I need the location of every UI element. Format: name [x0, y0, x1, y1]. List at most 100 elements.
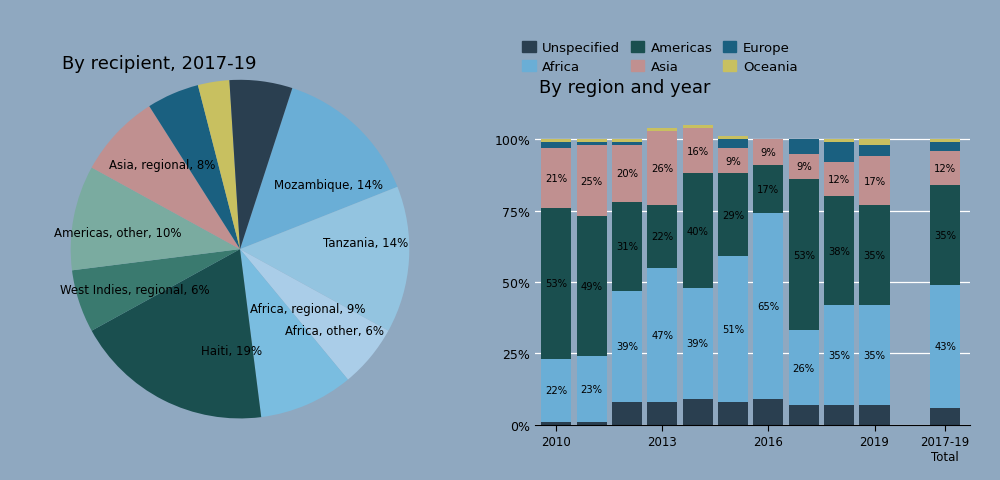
Bar: [541, 140, 571, 143]
Text: 12%: 12%: [934, 163, 956, 173]
Bar: [683, 399, 713, 425]
Bar: [753, 166, 783, 214]
Bar: [930, 140, 960, 143]
Bar: [612, 402, 642, 425]
Bar: [824, 405, 854, 425]
Bar: [930, 185, 960, 285]
Text: 35%: 35%: [864, 250, 886, 260]
Text: 38%: 38%: [828, 246, 850, 256]
Text: 9%: 9%: [761, 148, 776, 158]
Text: 35%: 35%: [934, 230, 956, 240]
Bar: [824, 163, 854, 197]
Bar: [789, 140, 819, 154]
Text: 39%: 39%: [616, 341, 638, 351]
Bar: [683, 129, 713, 174]
Text: 35%: 35%: [864, 350, 886, 360]
Text: 25%: 25%: [581, 176, 603, 186]
Text: 31%: 31%: [616, 242, 638, 252]
Text: 39%: 39%: [687, 338, 709, 348]
Bar: [859, 305, 890, 405]
Bar: [612, 203, 642, 291]
Bar: [824, 140, 854, 143]
Text: 16%: 16%: [687, 146, 709, 156]
Text: 22%: 22%: [545, 385, 567, 396]
Wedge shape: [240, 187, 409, 331]
Wedge shape: [72, 250, 240, 331]
Bar: [859, 205, 890, 305]
Wedge shape: [92, 107, 240, 250]
Text: Mozambique, 14%: Mozambique, 14%: [274, 179, 383, 192]
Text: 26%: 26%: [793, 363, 815, 373]
Text: 21%: 21%: [545, 173, 567, 183]
Text: 35%: 35%: [828, 350, 850, 360]
Bar: [541, 143, 571, 148]
Text: 23%: 23%: [581, 384, 603, 394]
Bar: [859, 157, 890, 205]
Bar: [718, 148, 748, 174]
Bar: [577, 217, 607, 357]
Bar: [612, 143, 642, 145]
Bar: [789, 405, 819, 425]
Bar: [541, 208, 571, 360]
Bar: [718, 257, 748, 402]
Text: 47%: 47%: [651, 330, 673, 340]
Wedge shape: [71, 168, 240, 271]
Bar: [541, 148, 571, 208]
Text: 51%: 51%: [722, 324, 744, 335]
Bar: [718, 137, 748, 140]
Text: 12%: 12%: [828, 175, 850, 185]
Bar: [577, 357, 607, 422]
Text: 43%: 43%: [934, 341, 956, 351]
Bar: [718, 174, 748, 257]
Wedge shape: [229, 81, 292, 250]
Text: 9%: 9%: [725, 156, 741, 166]
Bar: [612, 140, 642, 143]
Bar: [753, 140, 783, 166]
Wedge shape: [198, 81, 240, 250]
Bar: [647, 268, 677, 402]
Bar: [859, 145, 890, 157]
Text: 9%: 9%: [796, 162, 812, 172]
Bar: [647, 402, 677, 425]
Text: Africa, other, 6%: Africa, other, 6%: [285, 324, 384, 337]
Text: Americas, other, 10%: Americas, other, 10%: [54, 226, 182, 239]
Bar: [930, 143, 960, 151]
Wedge shape: [240, 89, 397, 250]
Bar: [789, 154, 819, 180]
Bar: [612, 145, 642, 203]
Bar: [930, 151, 960, 185]
Text: Tanzania, 14%: Tanzania, 14%: [323, 236, 408, 249]
Bar: [824, 305, 854, 405]
Wedge shape: [92, 250, 261, 419]
Text: 26%: 26%: [651, 163, 673, 173]
Legend: Unspecified, Africa, Americas, Asia, Europe, Oceania: Unspecified, Africa, Americas, Asia, Eur…: [520, 39, 800, 77]
Bar: [541, 360, 571, 422]
Text: 22%: 22%: [651, 232, 673, 242]
Bar: [647, 129, 677, 132]
Wedge shape: [149, 86, 240, 250]
Bar: [541, 422, 571, 425]
Text: 65%: 65%: [757, 301, 779, 312]
Bar: [577, 140, 607, 143]
Bar: [789, 331, 819, 405]
Text: 17%: 17%: [863, 176, 886, 186]
Text: 53%: 53%: [545, 279, 567, 289]
Bar: [612, 291, 642, 402]
Text: By region and year: By region and year: [539, 79, 710, 97]
Bar: [930, 285, 960, 408]
Bar: [930, 408, 960, 425]
Text: By recipient, 2017-19: By recipient, 2017-19: [62, 55, 257, 73]
Bar: [789, 180, 819, 331]
Bar: [718, 140, 748, 148]
Text: Haiti, 19%: Haiti, 19%: [201, 345, 262, 358]
Bar: [577, 143, 607, 145]
Bar: [647, 132, 677, 205]
Text: 53%: 53%: [793, 250, 815, 260]
Text: 40%: 40%: [687, 226, 709, 236]
Wedge shape: [240, 250, 388, 380]
Bar: [824, 197, 854, 305]
Bar: [683, 288, 713, 399]
Text: 20%: 20%: [616, 169, 638, 179]
Text: West Indies, regional, 6%: West Indies, regional, 6%: [60, 284, 210, 297]
Bar: [859, 405, 890, 425]
